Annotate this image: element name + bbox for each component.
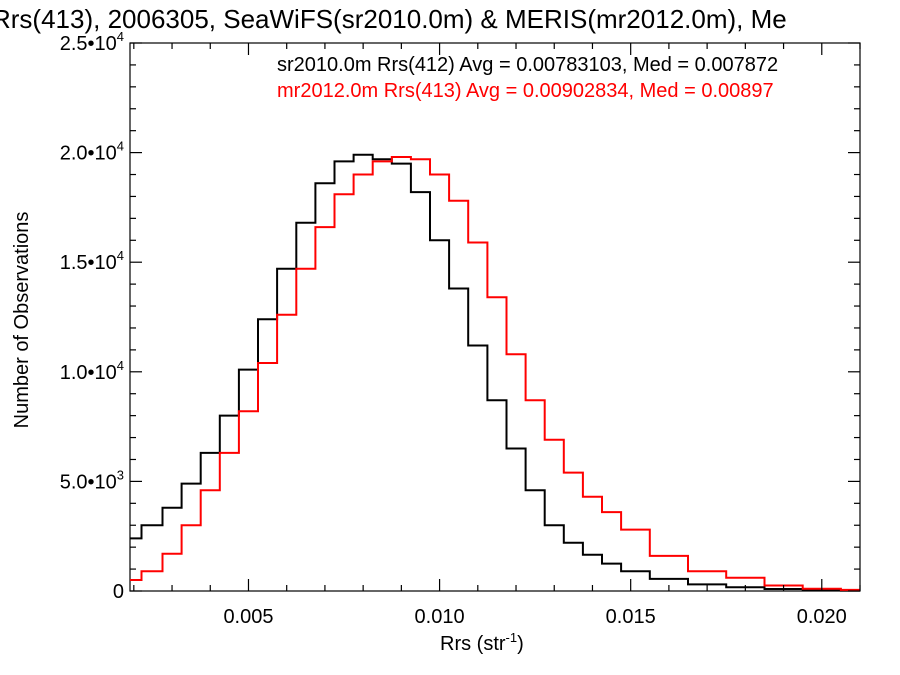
x-axis-label: Rrs (str-1) <box>440 630 524 655</box>
x-tick-label: 0.010 <box>415 606 465 628</box>
series-line-1 <box>130 156 860 591</box>
plot-frame <box>129 42 861 592</box>
series-line-0 <box>130 153 860 592</box>
y-tick-label: 2.5•104 <box>60 29 124 55</box>
x-tick-label: 0.015 <box>606 606 656 628</box>
y-tick-label: 5.0•103 <box>60 467 124 493</box>
x-axis-label-end: ) <box>517 633 524 655</box>
x-tick-label: 0.020 <box>797 606 847 628</box>
x-tick-label: 0.005 <box>223 606 273 628</box>
y-axis-label: Number of Observations <box>11 212 33 429</box>
legend-entry-mr2012: mr2012.0m Rrs(413) Avg = 0.00902834, Med… <box>277 80 774 102</box>
y-tick-label: 2.0•104 <box>60 139 124 165</box>
x-axis-label-text: Rrs (str <box>440 633 506 655</box>
legend-entry-sr2010: sr2010.0m Rrs(412) Avg = 0.00783103, Med… <box>277 54 778 76</box>
series-layer <box>130 153 860 592</box>
y-tick-label: 1.5•104 <box>60 248 124 274</box>
y-tick-label: 1.0•104 <box>60 358 124 384</box>
axis-ticks: 0.005 0.010 0.015 0.020 0 5.0•103 1.0•104 1.5•1… <box>60 29 861 628</box>
chart-title: Rrs(413), 2006305, SeaWiFS(sr2010.0m) & … <box>0 4 787 34</box>
x-axis-label-sup: -1 <box>506 630 518 645</box>
y-tick-label: 0 <box>113 581 124 603</box>
